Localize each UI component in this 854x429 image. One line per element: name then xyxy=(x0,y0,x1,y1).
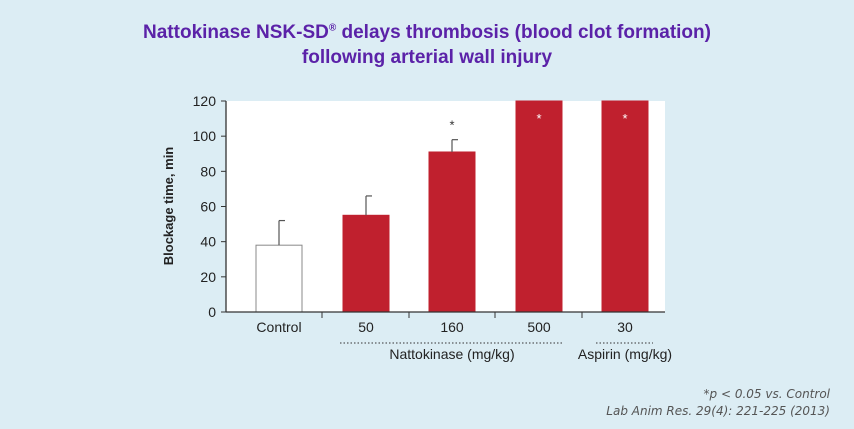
bar-160 xyxy=(428,151,476,313)
bar-50 xyxy=(342,214,390,313)
chart-title-line-1: Nattokinase NSK-SD® delays thrombosis (b… xyxy=(143,22,711,43)
group-label-aspirin: Aspirin (mg/kg) xyxy=(578,346,672,362)
x-tick-label-500: 500 xyxy=(527,319,551,335)
significance-marker-160: * xyxy=(449,118,454,133)
y-tick-label-80: 80 xyxy=(200,163,216,179)
x-tick-label-30: 30 xyxy=(617,319,633,335)
x-tick-label-control: Control xyxy=(256,319,301,335)
y-tick-label-20: 20 xyxy=(200,269,216,285)
bar-control xyxy=(255,244,303,313)
x-tick-label-160: 160 xyxy=(440,319,464,335)
x-tick-label-50: 50 xyxy=(358,319,374,335)
y-tick-label-60: 60 xyxy=(200,199,216,215)
y-tick-label-120: 120 xyxy=(193,93,217,109)
y-tick-label-100: 100 xyxy=(193,128,217,144)
group-label-nattokinase: Nattokinase (mg/kg) xyxy=(389,346,514,362)
significance-marker-500: * xyxy=(536,111,541,126)
chart-title-line-2: following arterial wall injury xyxy=(301,47,553,68)
bar-500 xyxy=(515,100,563,313)
bar-30 xyxy=(601,100,649,313)
y-tick-label-40: 40 xyxy=(200,234,216,250)
significance-marker-30: * xyxy=(622,111,627,126)
significance-note: *p < 0.05 vs. Control xyxy=(703,387,830,401)
chart-title: Nattokinase NSK-SD® delays thrombosis (b… xyxy=(0,20,854,70)
citation: Lab Anim Res. 29(4): 221-225 (2013) xyxy=(606,404,830,418)
y-tick-label-0: 0 xyxy=(208,304,216,320)
footnote: *p < 0.05 vs. Control Lab Anim Res. 29(4… xyxy=(606,386,830,420)
y-axis-label: Blockage time, min xyxy=(161,147,176,266)
